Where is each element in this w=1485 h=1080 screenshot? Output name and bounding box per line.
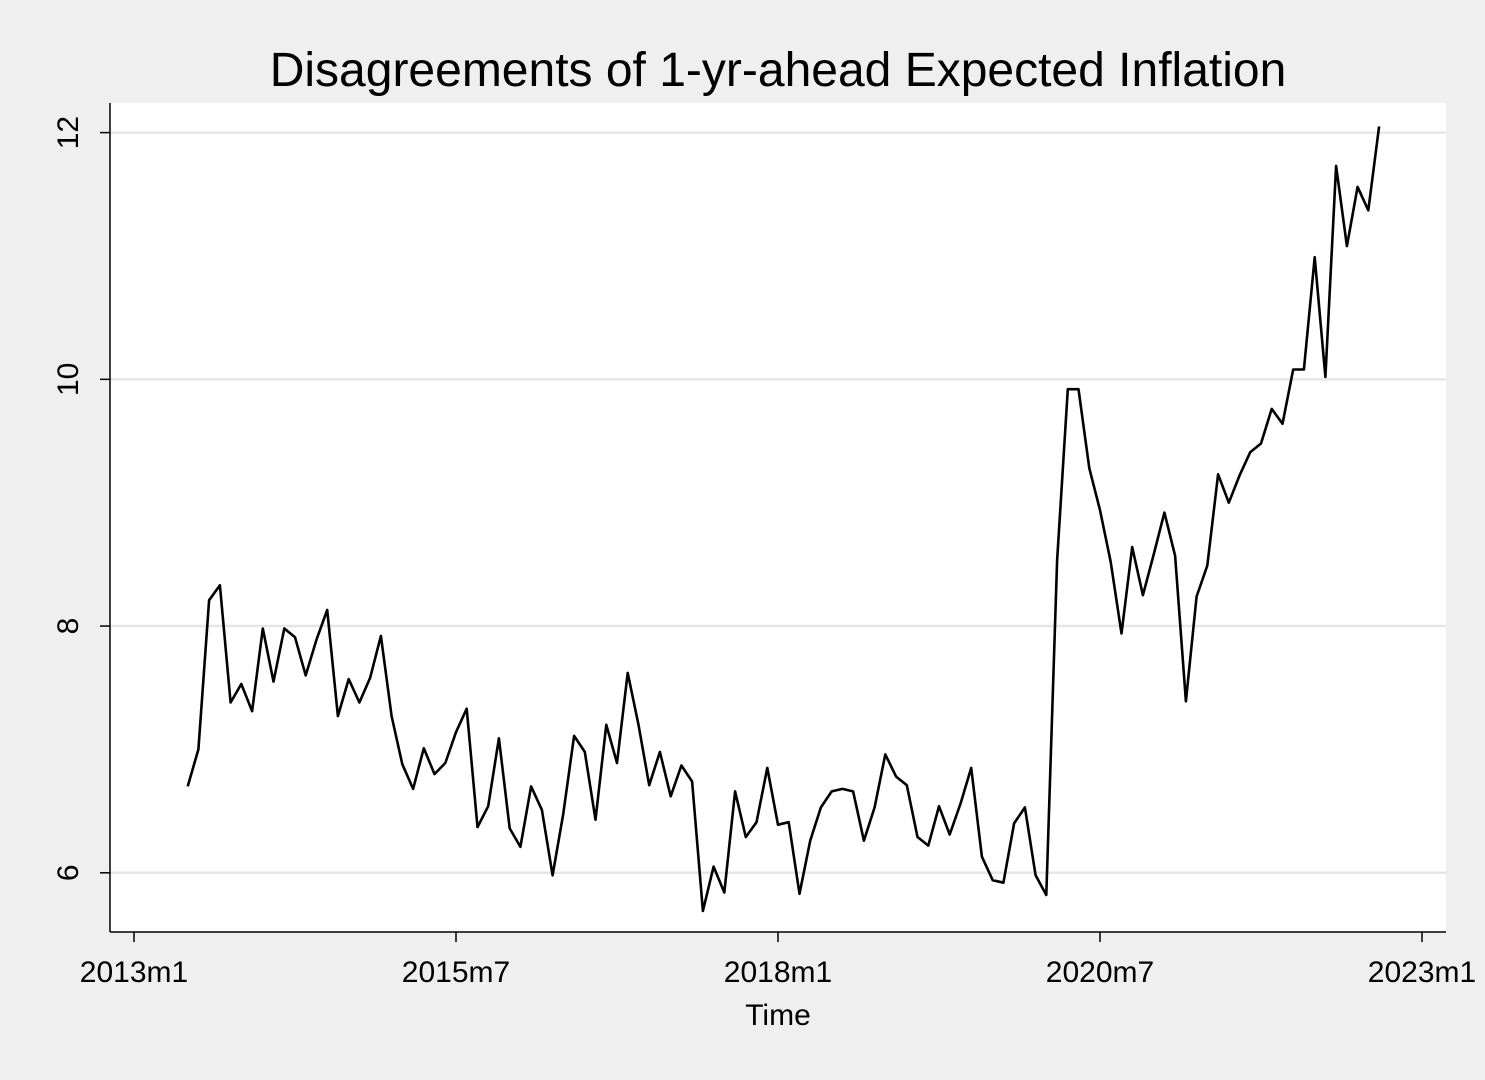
- plot-area: [110, 103, 1446, 932]
- x-tick-label: 2018m1: [724, 956, 832, 989]
- chart-title: Disagreements of 1-yr-ahead Expected Inf…: [270, 44, 1287, 97]
- x-tick-label: 2015m7: [402, 956, 510, 989]
- y-tick-label: 6: [52, 864, 85, 881]
- x-axis-ticks: 2013m1 2015m7 2018m1 2020m7 2023m1: [80, 932, 1476, 989]
- series-line: [186, 126, 1381, 913]
- y-tick-label: 8: [52, 618, 85, 635]
- y-axis-ticks: 6 8 10 12: [52, 116, 110, 881]
- y-tick-label: 10: [52, 363, 85, 396]
- x-axis-title: Time: [745, 999, 811, 1032]
- y-tick-label: 12: [52, 116, 85, 149]
- gridlines: [110, 131, 1446, 875]
- x-tick-label: 2013m1: [80, 956, 188, 989]
- x-tick-label: 2023m1: [1368, 956, 1476, 989]
- series-layer: [186, 126, 1381, 913]
- x-tick-label: 2020m7: [1046, 956, 1154, 989]
